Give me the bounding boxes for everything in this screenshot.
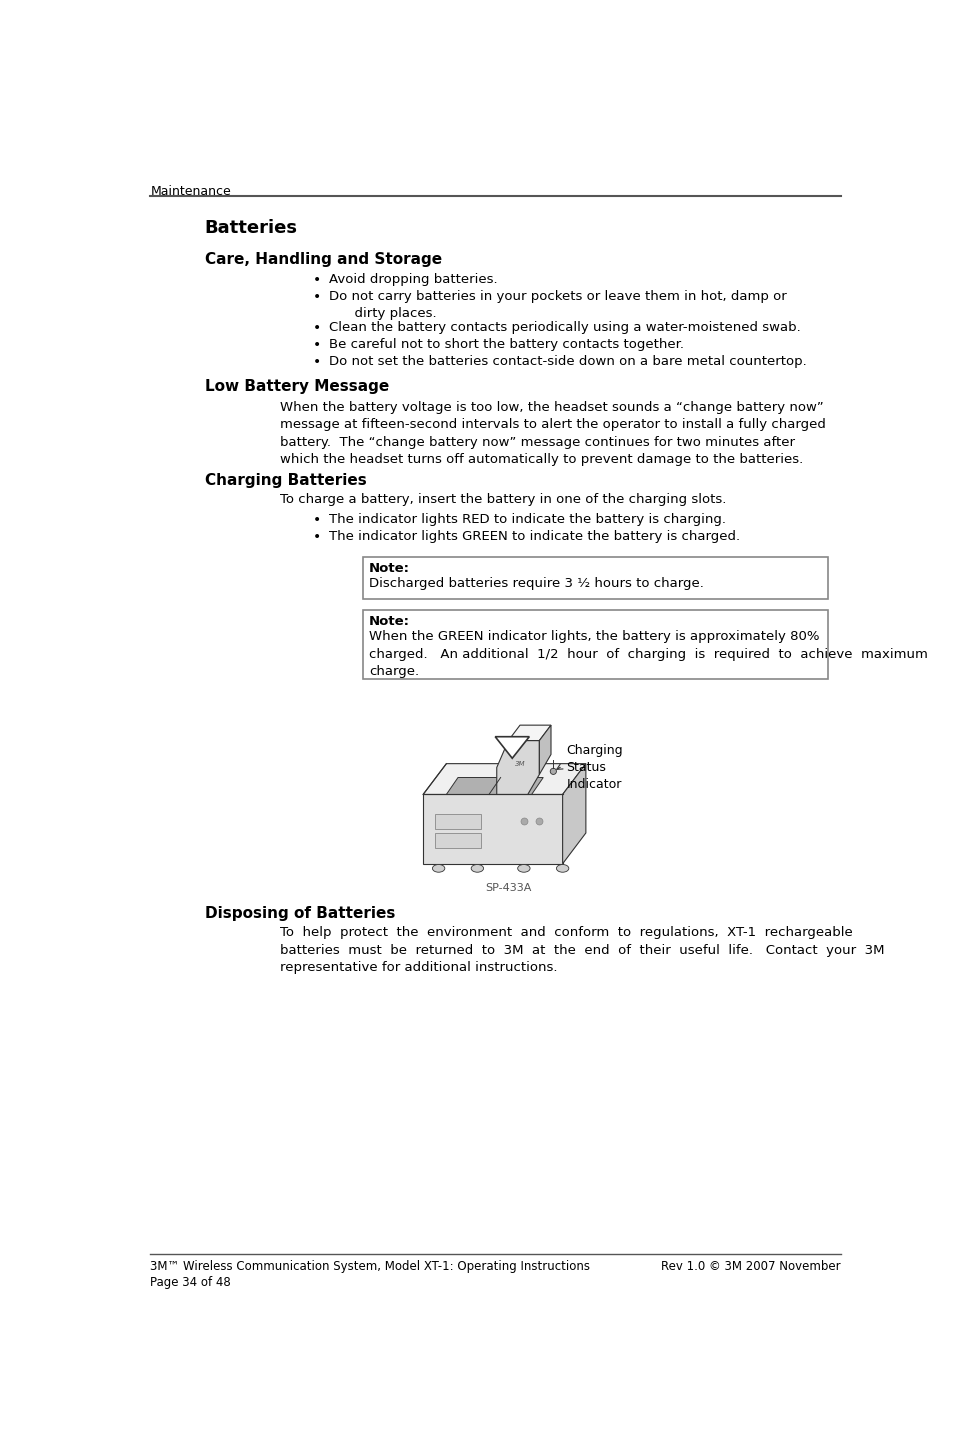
Bar bbox=[435, 832, 482, 848]
Polygon shape bbox=[509, 725, 551, 741]
Text: 3M™ Wireless Communication System, Model XT-1: Operating Instructions: 3M™ Wireless Communication System, Model… bbox=[150, 1260, 590, 1273]
Text: Low Battery Message: Low Battery Message bbox=[205, 380, 389, 394]
Ellipse shape bbox=[556, 864, 569, 872]
Text: Clean the battery contacts periodically using a water-moistened swab.: Clean the battery contacts periodically … bbox=[329, 322, 801, 333]
Text: Note:: Note: bbox=[368, 562, 410, 575]
Text: Batteries: Batteries bbox=[205, 220, 298, 237]
Polygon shape bbox=[563, 764, 586, 864]
Text: •: • bbox=[313, 355, 321, 368]
Text: SP-433A: SP-433A bbox=[485, 883, 532, 893]
Text: To  help  protect  the  environment  and  conform  to  regulations,  XT-1  recha: To help protect the environment and conf… bbox=[279, 927, 884, 973]
Bar bbox=[363, 556, 828, 599]
Text: Maintenance: Maintenance bbox=[150, 185, 231, 198]
Bar bbox=[435, 813, 482, 829]
Polygon shape bbox=[424, 764, 586, 794]
Text: Charging Batteries: Charging Batteries bbox=[205, 473, 366, 489]
Text: •: • bbox=[313, 322, 321, 335]
Text: Note:: Note: bbox=[368, 615, 410, 629]
Text: When the GREEN indicator lights, the battery is approximately 80%
charged.   An : When the GREEN indicator lights, the bat… bbox=[368, 630, 927, 678]
Text: Care, Handling and Storage: Care, Handling and Storage bbox=[205, 252, 442, 266]
Polygon shape bbox=[424, 794, 563, 864]
Text: When the battery voltage is too low, the headset sounds a “change battery now”
m: When the battery voltage is too low, the… bbox=[279, 402, 826, 467]
Bar bbox=[363, 610, 828, 679]
Text: The indicator lights GREEN to indicate the battery is charged.: The indicator lights GREEN to indicate t… bbox=[329, 530, 740, 543]
Polygon shape bbox=[497, 741, 540, 794]
Text: Be careful not to short the battery contacts together.: Be careful not to short the battery cont… bbox=[329, 338, 684, 351]
Circle shape bbox=[550, 768, 556, 774]
Text: 3M: 3M bbox=[514, 761, 525, 767]
Text: Discharged batteries require 3 ½ hours to charge.: Discharged batteries require 3 ½ hours t… bbox=[368, 578, 704, 591]
Polygon shape bbox=[447, 777, 543, 794]
Ellipse shape bbox=[432, 864, 445, 872]
Text: Do not carry batteries in your pockets or leave them in hot, damp or
      dirty: Do not carry batteries in your pockets o… bbox=[329, 290, 786, 320]
Text: The indicator lights RED to indicate the battery is charging.: The indicator lights RED to indicate the… bbox=[329, 514, 725, 527]
Text: Avoid dropping batteries.: Avoid dropping batteries. bbox=[329, 274, 497, 287]
Text: Do not set the batteries contact-side down on a bare metal countertop.: Do not set the batteries contact-side do… bbox=[329, 355, 806, 368]
Text: Rev 1.0 © 3M 2007 November: Rev 1.0 © 3M 2007 November bbox=[661, 1260, 841, 1273]
Text: Charging
Status
Indicator: Charging Status Indicator bbox=[567, 745, 623, 792]
Text: •: • bbox=[313, 274, 321, 287]
Text: To charge a battery, insert the battery in one of the charging slots.: To charge a battery, insert the battery … bbox=[279, 493, 726, 506]
Text: Disposing of Batteries: Disposing of Batteries bbox=[205, 906, 395, 921]
Text: •: • bbox=[313, 338, 321, 352]
Text: •: • bbox=[313, 290, 321, 304]
Text: •: • bbox=[313, 514, 321, 527]
Text: Page 34 of 48: Page 34 of 48 bbox=[150, 1276, 231, 1289]
Polygon shape bbox=[495, 736, 529, 758]
Ellipse shape bbox=[471, 864, 484, 872]
Ellipse shape bbox=[517, 864, 530, 872]
Polygon shape bbox=[540, 725, 551, 774]
Text: •: • bbox=[313, 530, 321, 544]
